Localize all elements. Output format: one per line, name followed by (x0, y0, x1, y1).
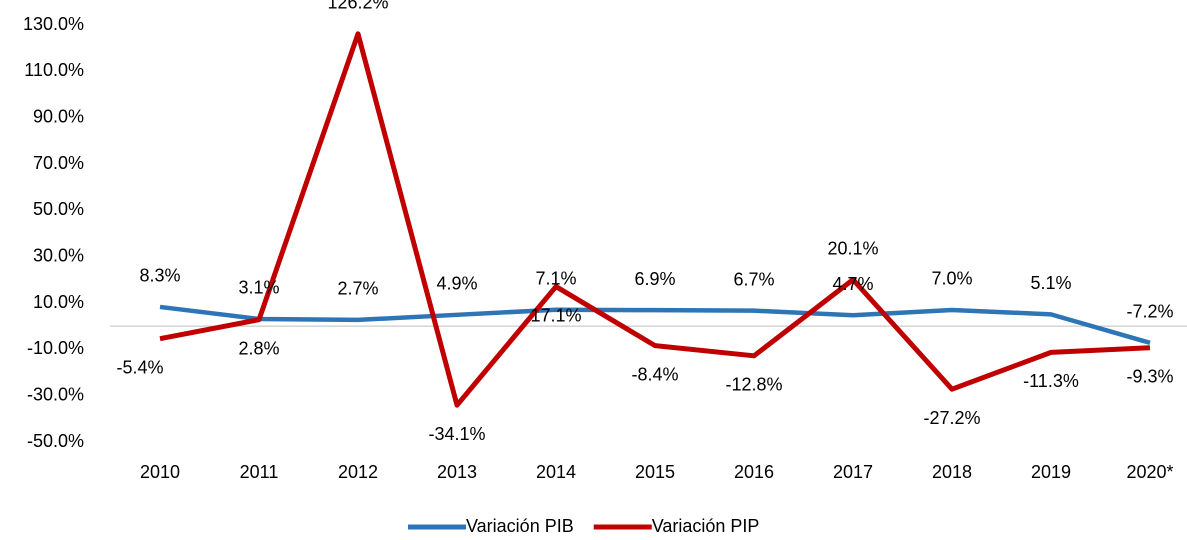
data-label: 4.7% (832, 274, 873, 294)
x-tick-label: 2016 (734, 462, 774, 482)
data-label: -11.3% (1023, 371, 1079, 391)
data-label: -12.8% (725, 375, 782, 395)
data-label: -9.3% (1126, 366, 1173, 386)
data-label: 4.9% (436, 274, 477, 294)
data-label: -5.4% (116, 357, 163, 377)
data-label: 7.1% (535, 268, 576, 288)
x-tick-label: 2010 (140, 462, 180, 482)
data-label: 6.9% (634, 269, 675, 289)
y-tick-label: -10.0% (27, 338, 84, 358)
data-label: 2.8% (238, 338, 279, 358)
x-tick-label: 2018 (932, 462, 972, 482)
x-tick-label: 2013 (437, 462, 477, 482)
data-label: -34.1% (428, 424, 485, 444)
data-label: -8.4% (631, 364, 678, 384)
data-label: -7.2% (1126, 302, 1173, 322)
series-line (159, 304, 1151, 346)
y-tick-label: 10.0% (33, 292, 84, 312)
data-label: 5.1% (1030, 273, 1071, 293)
y-tick-label: 50.0% (33, 199, 84, 219)
data-label: 126.2% (327, 0, 388, 13)
data-label: 3.1% (238, 278, 279, 298)
legend-label: Variación PIP (652, 516, 760, 536)
data-label: 17.1% (530, 305, 581, 325)
data-label: 2.7% (337, 279, 378, 299)
y-tick-label: 70.0% (33, 153, 84, 173)
x-tick-label: 2011 (240, 462, 279, 482)
x-tick-label: 2015 (635, 462, 675, 482)
x-tick-label: 2012 (338, 462, 378, 482)
data-label: -27.2% (923, 408, 980, 428)
data-label: 8.3% (139, 266, 180, 286)
x-tick-label: 2020* (1126, 462, 1173, 482)
data-label: 20.1% (827, 238, 878, 258)
y-tick-label: -50.0% (27, 431, 84, 451)
y-tick-label: -30.0% (27, 384, 84, 404)
x-tick-label: 2017 (833, 462, 873, 482)
data-label: 7.0% (931, 269, 972, 289)
y-tick-label: 110.0% (24, 60, 84, 80)
x-tick-label: 2019 (1031, 462, 1071, 482)
series-line (159, 31, 1151, 408)
x-tick-label: 2014 (536, 462, 576, 482)
y-tick-label: 90.0% (33, 106, 84, 126)
legend-label: Variación PIB (466, 516, 574, 536)
y-tick-label: 130.0% (23, 14, 84, 34)
data-label: 6.7% (733, 269, 774, 289)
y-tick-label: 30.0% (33, 245, 84, 265)
